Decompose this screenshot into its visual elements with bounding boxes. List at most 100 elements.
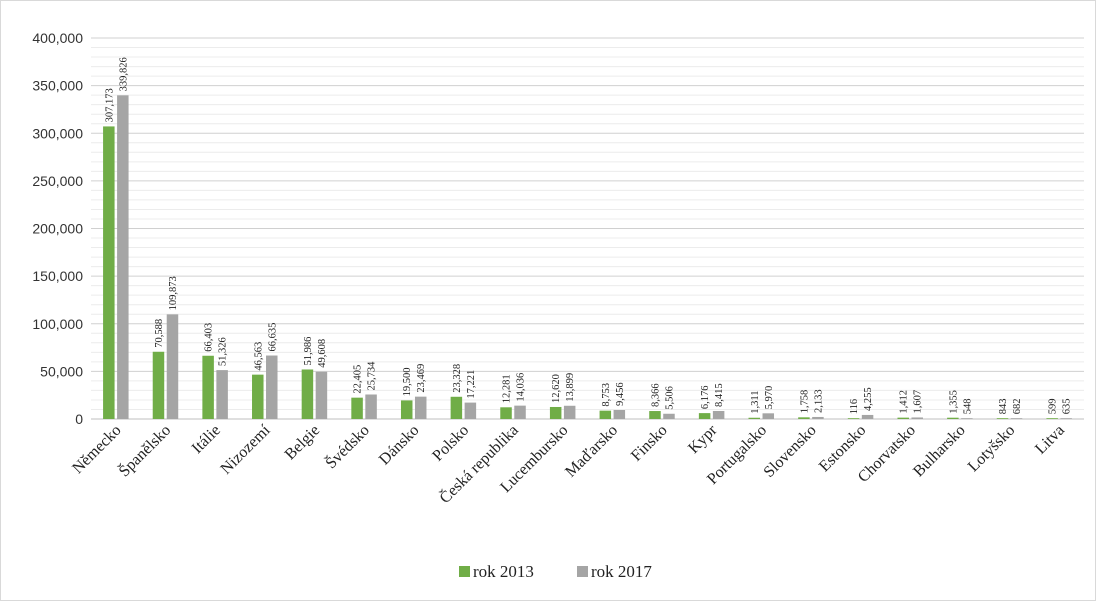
data-label: 5,970	[764, 386, 775, 410]
category-label: Nizozemí	[218, 421, 274, 477]
bar-2013	[996, 418, 1009, 419]
data-label: 307,173	[104, 88, 115, 122]
data-label: 14,036	[516, 373, 527, 402]
bar-2013	[351, 397, 363, 419]
data-label: 1,758	[799, 390, 810, 414]
data-label: 19,500	[402, 368, 413, 397]
data-label: 66,403	[204, 323, 215, 352]
data-label: 25,734	[367, 361, 378, 391]
data-label: 46,563	[253, 342, 264, 371]
bar-2017	[266, 355, 278, 419]
bar-2017	[613, 409, 626, 419]
bar-2013	[698, 413, 711, 419]
bar-2013	[549, 406, 562, 419]
bar-2017	[762, 413, 775, 419]
data-label: 13,899	[565, 373, 576, 402]
bar-2013	[599, 410, 612, 419]
legend: rok 2013 rok 2017	[459, 562, 652, 581]
legend-label: rok 2013	[473, 562, 534, 581]
bar-2017	[812, 416, 824, 419]
y-tick-label: 150,000	[32, 268, 83, 284]
data-label: 1,355	[948, 390, 959, 414]
bar-2017	[315, 371, 328, 419]
bar-2017	[663, 413, 675, 419]
bar-2013	[400, 400, 413, 419]
category-label: Švédsko	[321, 420, 373, 472]
data-label: 66,635	[267, 323, 278, 352]
bar-2013	[500, 407, 512, 419]
y-tick-label: 300,000	[32, 125, 83, 141]
bar-2013	[649, 411, 661, 419]
data-label: 682	[1012, 398, 1023, 414]
y-tick-label: 250,000	[32, 173, 83, 189]
bar-2017	[117, 95, 129, 419]
category-label: Itálie	[189, 422, 224, 457]
data-label: 22,405	[353, 365, 364, 394]
category-label: Dánsko	[376, 422, 423, 469]
data-label: 8,366	[650, 383, 661, 407]
category-label: Kypr	[685, 421, 721, 457]
y-axis-tick-labels: 0 50,000 100,000 150,000 200,000 250,000 300,0…	[32, 30, 83, 427]
data-label: 51,986	[303, 337, 314, 366]
data-label: 116	[849, 399, 860, 414]
category-label: Belgie	[282, 422, 324, 464]
bar-2017	[365, 394, 377, 419]
bar-2017	[414, 396, 427, 419]
bar-2017	[861, 414, 874, 419]
data-label: 49,608	[317, 339, 328, 368]
bar-2017	[712, 410, 725, 419]
data-label: 6,176	[700, 385, 711, 409]
bar-2017	[1010, 418, 1023, 419]
bar-2013	[1046, 418, 1058, 419]
bar-2013	[202, 355, 214, 419]
grid-lines	[91, 37, 1084, 420]
data-label: 8,415	[714, 383, 725, 407]
bar-2013	[103, 126, 115, 419]
bars	[103, 95, 1072, 419]
data-label: 23,328	[452, 364, 463, 393]
data-label: 12,620	[551, 374, 562, 403]
data-label: 109,873	[168, 276, 179, 310]
category-label: Finsko	[628, 422, 671, 465]
data-label: 843	[998, 398, 1009, 414]
legend-swatch	[577, 566, 588, 577]
data-label: 1,607	[913, 390, 924, 414]
bar-2017	[961, 418, 973, 419]
data-label: 339,826	[118, 57, 129, 91]
bar-2013	[301, 369, 314, 419]
bar-2017	[911, 417, 923, 419]
y-tick-label: 100,000	[32, 316, 83, 332]
y-tick-label: 0	[75, 411, 83, 427]
category-label: Španělsko	[114, 420, 174, 480]
category-label: Polsko	[429, 422, 472, 465]
y-tick-label: 200,000	[32, 221, 83, 237]
category-label: Slovensko	[761, 422, 820, 481]
legend-swatch	[459, 566, 470, 577]
data-label: 51,326	[218, 337, 229, 366]
data-label: 9,456	[615, 382, 626, 406]
category-label: Maďarsko	[562, 422, 621, 481]
data-label: 599	[1048, 398, 1059, 414]
data-label: 23,469	[416, 364, 427, 393]
bar-2013	[847, 418, 860, 419]
data-label: 635	[1062, 398, 1073, 414]
bar-2013	[897, 417, 909, 419]
data-label: 2,133	[813, 389, 824, 413]
data-label: 1,311	[750, 391, 761, 414]
legend-label: rok 2017	[591, 562, 652, 581]
bar-2017	[464, 402, 477, 419]
data-label: 17,221	[466, 370, 477, 399]
data-label: 8,753	[601, 383, 612, 407]
bar-2013	[252, 374, 264, 419]
y-tick-label: 50,000	[40, 363, 83, 379]
y-tick-label: 350,000	[32, 78, 83, 94]
data-label: 5,506	[664, 386, 675, 410]
bar-2017	[514, 405, 526, 419]
category-label: Litva	[1032, 422, 1068, 458]
category-label: Lotyšsko	[965, 422, 1019, 476]
data-label: 548	[962, 398, 973, 414]
data-label: 1,412	[899, 390, 910, 414]
